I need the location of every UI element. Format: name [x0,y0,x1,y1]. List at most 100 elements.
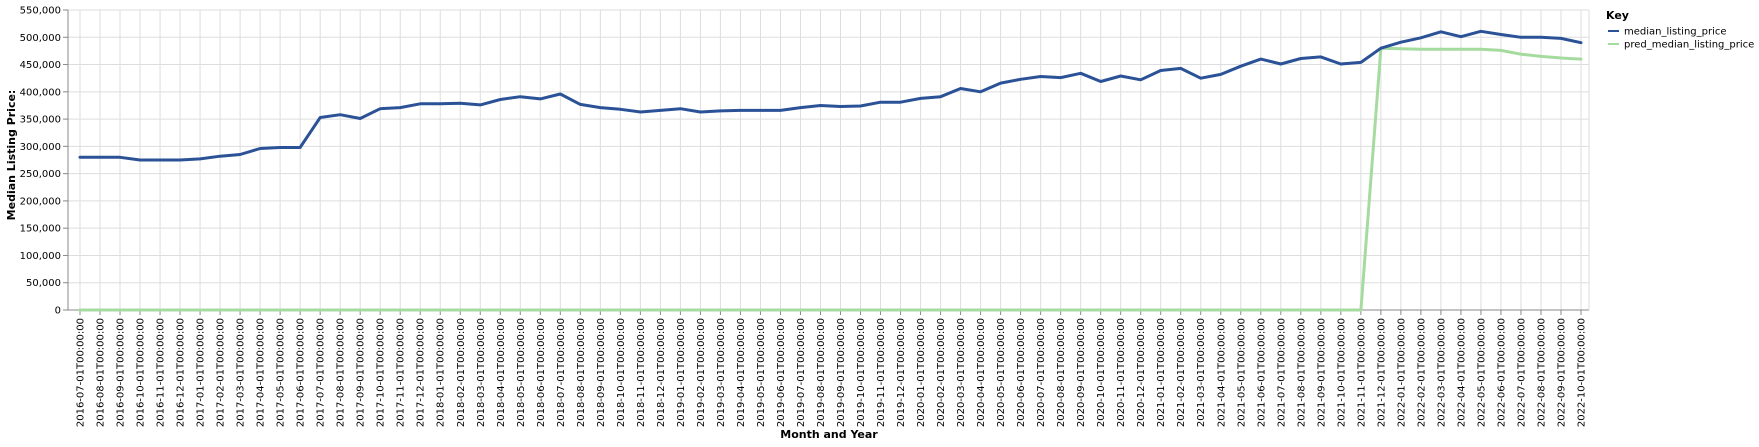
x-tick-label: 2022-07-01T00:00:00 [1516,318,1527,427]
x-tick-label: 2018-08-01T00:00:00 [576,318,587,427]
x-tick-label: 2017-04-01T00:00:00 [256,318,267,427]
y-tick-label: 500,000 [20,33,61,44]
legend-label: median_listing_price [1624,27,1727,38]
x-tick-label: 2018-05-01T00:00:00 [516,318,527,427]
y-axis-ticks: 0 50,000 100,000 150,000 200,000 250,000 300,0… [20,6,68,317]
x-tick-label: 2019-11-01T00:00:00 [876,318,887,427]
x-tick-label: 2019-04-01T00:00:00 [736,318,747,427]
x-tick-label: 2017-07-01T00:00:00 [316,318,327,427]
x-tick-label: 2017-01-01T00:00:00 [196,318,207,427]
x-tick-label: 2017-06-01T00:00:00 [296,318,307,427]
y-tick-label: 50,000 [26,278,61,289]
x-tick-label: 2019-10-01T00:00:00 [856,318,867,427]
legend-title: Key [1606,9,1629,22]
x-tick-label: 2018-01-01T00:00:00 [436,318,447,427]
x-tick-label: 2021-09-01T00:00:00 [1316,318,1327,427]
y-tick-label: 550,000 [20,6,61,17]
x-axis-ticks: 2016-07-01T00:00:00 2016-08-01T00:00:00 20… [76,310,1588,427]
x-tick-label: 2021-11-01T00:00:00 [1356,318,1367,427]
x-tick-label: 2022-09-01T00:00:00 [1556,318,1567,427]
x-tick-label: 2018-06-01T00:00:00 [536,318,547,427]
x-tick-label: 2021-04-01T00:00:00 [1216,318,1227,427]
x-tick-label: 2017-03-01T00:00:00 [236,318,247,427]
y-tick-label: 250,000 [20,169,61,180]
x-tick-label: 2017-10-01T00:00:00 [376,318,387,427]
x-tick-label: 2022-06-01T00:00:00 [1496,318,1507,427]
x-tick-label: 2022-02-01T00:00:00 [1416,318,1427,427]
x-tick-label: 2018-09-01T00:00:00 [596,318,607,427]
x-tick-label: 2018-02-01T00:00:00 [456,318,467,427]
x-tick-label: 2019-01-01T00:00:00 [676,318,687,427]
y-axis-title: Median Listing Price: [5,90,18,221]
x-tick-label: 2018-12-01T00:00:00 [656,318,667,427]
x-tick-label: 2016-09-01T00:00:00 [116,318,127,427]
x-tick-label: 2022-03-01T00:00:00 [1436,318,1447,427]
x-tick-label: 2021-08-01T00:00:00 [1296,318,1307,427]
x-tick-label: 2018-11-01T00:00:00 [636,318,647,427]
y-tick-label: 400,000 [20,87,61,98]
x-tick-label: 2021-02-01T00:00:00 [1176,318,1187,427]
y-tick-label: 350,000 [20,115,61,126]
y-tick-label: 450,000 [20,60,61,71]
y-tick-label: 150,000 [20,224,61,235]
x-tick-label: 2017-12-01T00:00:00 [416,318,427,427]
x-tick-label: 2018-04-01T00:00:00 [496,318,507,427]
x-tick-label: 2020-10-01T00:00:00 [1096,318,1107,427]
x-tick-label: 2022-10-01T00:00:00 [1577,318,1588,427]
x-tick-label: 2022-04-01T00:00:00 [1456,318,1467,427]
x-tick-label: 2020-11-01T00:00:00 [1116,318,1127,427]
x-tick-label: 2021-01-01T00:00:00 [1156,318,1167,427]
legend: Key median_listing_price pred_median_list… [1606,9,1754,51]
x-tick-label: 2020-03-01T00:00:00 [956,318,967,427]
x-tick-label: 2016-10-01T00:00:00 [136,318,147,427]
x-tick-label: 2017-08-01T00:00:00 [336,318,347,427]
x-tick-label: 2020-08-01T00:00:00 [1056,318,1067,427]
legend-label: pred_median_listing_price [1624,40,1754,51]
x-tick-label: 2017-05-01T00:00:00 [276,318,287,427]
x-tick-label: 2021-12-01T00:00:00 [1376,318,1387,427]
x-tick-label: 2020-09-01T00:00:00 [1076,318,1087,427]
x-tick-label: 2020-05-01T00:00:00 [996,318,1007,427]
x-tick-label: 2020-12-01T00:00:00 [1136,318,1147,427]
x-tick-label: 2021-06-01T00:00:00 [1256,318,1267,427]
y-tick-label: 100,000 [20,251,61,262]
x-tick-label: 2018-07-01T00:00:00 [556,318,567,427]
x-tick-label: 2021-07-01T00:00:00 [1276,318,1287,427]
x-tick-label: 2017-02-01T00:00:00 [216,318,227,427]
series-line-pred-median-listing-price [78,46,1583,312]
x-tick-label: 2021-05-01T00:00:00 [1236,318,1247,427]
x-tick-label: 2018-03-01T00:00:00 [476,318,487,427]
y-tick-label: 200,000 [20,196,61,207]
x-tick-label: 2022-08-01T00:00:00 [1536,318,1547,427]
x-tick-label: 2021-10-01T00:00:00 [1336,318,1347,427]
x-tick-label: 2019-05-01T00:00:00 [756,318,767,427]
x-tick-label: 2020-06-01T00:00:00 [1016,318,1027,427]
x-tick-label: 2020-01-01T00:00:00 [916,318,927,427]
x-tick-label: 2020-02-01T00:00:00 [936,318,947,427]
x-tick-label: 2019-08-01T00:00:00 [816,318,827,427]
x-tick-label: 2017-09-01T00:00:00 [356,318,367,427]
x-tick-label: 2018-10-01T00:00:00 [616,318,627,427]
x-tick-label: 2022-05-01T00:00:00 [1476,318,1487,427]
x-tick-label: 2019-02-01T00:00:00 [696,318,707,427]
series-line-median-listing-price [78,29,1583,162]
gridlines [68,9,1589,311]
x-tick-label: 2016-07-01T00:00:00 [76,318,87,427]
y-tick-label: 0 [55,306,61,317]
x-axis-title: Month and Year [780,428,878,441]
x-tick-label: 2020-04-01T00:00:00 [976,318,987,427]
x-tick-label: 2019-09-01T00:00:00 [836,318,847,427]
y-tick-label: 300,000 [20,142,61,153]
x-tick-label: 2016-08-01T00:00:00 [96,318,107,427]
x-tick-label: 2020-07-01T00:00:00 [1036,318,1047,427]
series-lines [78,29,1583,312]
x-tick-label: 2019-03-01T00:00:00 [716,318,727,427]
x-tick-label: 2022-01-01T00:00:00 [1396,318,1407,427]
x-tick-label: 2021-03-01T00:00:00 [1196,318,1207,427]
x-tick-label: 2016-11-01T00:00:00 [156,318,167,427]
x-tick-label: 2019-12-01T00:00:00 [896,318,907,427]
x-tick-label: 2016-12-01T00:00:00 [176,318,187,427]
x-tick-label: 2017-11-01T00:00:00 [396,318,407,427]
x-tick-label: 2019-07-01T00:00:00 [796,318,807,427]
